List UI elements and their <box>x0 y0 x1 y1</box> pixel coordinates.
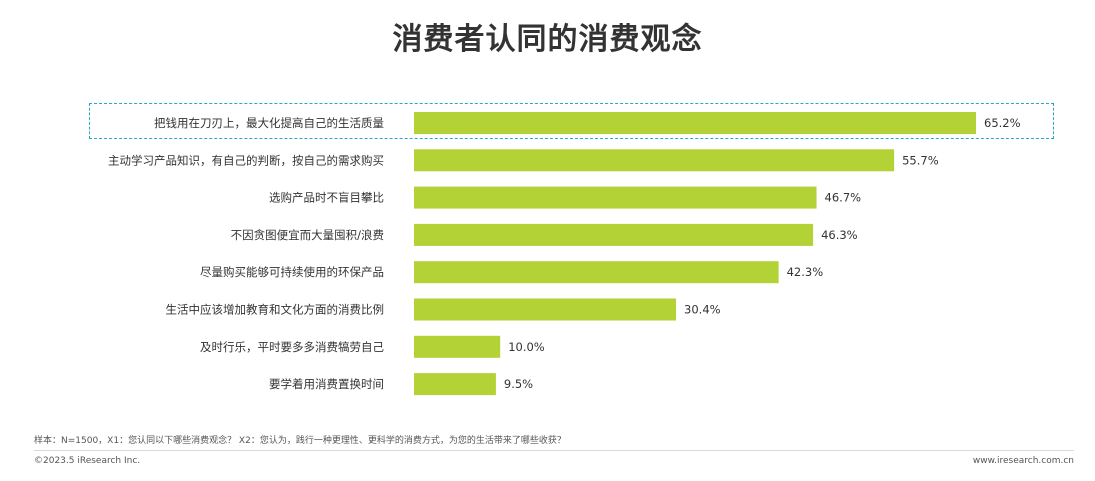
chart-title: 消费者认同的消费观念 <box>392 22 703 57</box>
value-label-5: 30.4% <box>684 303 721 317</box>
bar-chart: 把钱用在刀刃上，最大化提高自己的生活质量 65.2% 主动学习产品知识，有自己的判断… <box>108 112 1021 396</box>
bar-4 <box>414 261 779 284</box>
value-label-2: 46.7% <box>825 191 862 205</box>
bar-0 <box>414 112 976 134</box>
value-label-0: 65.2% <box>984 116 1021 130</box>
value-label-1: 55.7% <box>902 153 939 167</box>
sample-note: 样本：N=1500，X1：您认同以下哪些消费观念？ X2：您认为，践行一种更理性… <box>34 436 566 446</box>
category-label-1: 主动学习产品知识，有自己的判断，按自己的需求购买 <box>108 153 384 167</box>
category-label-6: 及时行乐，平时要多多消费犒劳自己 <box>200 340 384 354</box>
bar-6 <box>414 335 501 358</box>
value-label-7: 9.5% <box>504 377 533 391</box>
bar-1 <box>414 149 895 172</box>
footer-divider <box>34 450 1074 451</box>
category-label-5: 生活中应该增加教育和文化方面的消费比例 <box>166 303 385 317</box>
category-label-7: 要学着用消费置换时间 <box>269 377 384 391</box>
website-link[interactable]: www.iresearch.com.cn <box>972 456 1074 466</box>
bar-5 <box>414 298 677 321</box>
bar-7 <box>414 373 496 396</box>
copyright: ©2023.5 iResearch Inc. <box>34 456 141 466</box>
value-label-3: 46.3% <box>821 228 858 242</box>
bar-2 <box>414 186 817 209</box>
category-label-2: 选购产品时不盲目攀比 <box>269 191 384 205</box>
value-label-4: 42.3% <box>787 265 824 279</box>
value-label-6: 10.0% <box>508 340 545 354</box>
bar-3 <box>414 223 814 246</box>
category-label-4: 尽量购买能够可持续使用的环保产品 <box>200 265 384 279</box>
highlight-box <box>89 103 1054 139</box>
category-label-3: 不因贪图便宜而大量囤积/浪费 <box>231 228 384 242</box>
category-label-0: 把钱用在刀刃上，最大化提高自己的生活质量 <box>154 116 384 130</box>
